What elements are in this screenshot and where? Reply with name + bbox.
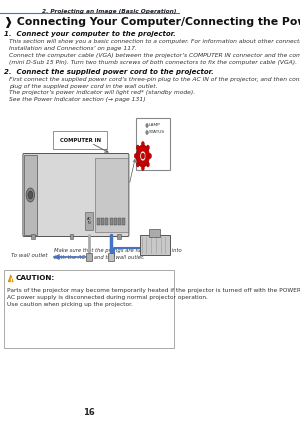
Text: !: ! [9, 277, 12, 283]
Text: CAUTION:: CAUTION: [16, 275, 55, 281]
Bar [24, 155, 37, 235]
Bar [95, 158, 128, 232]
Text: First connect the supplied power cord’s three-pin plug to the AC IN of the proje: First connect the supplied power cord’s … [9, 77, 300, 89]
Text: ❱ Connecting Your Computer/Connecting the Power Cord: ❱ Connecting Your Computer/Connecting th… [4, 17, 300, 28]
Text: 2. Projecting an Image (Basic Operation): 2. Projecting an Image (Basic Operation) [42, 9, 177, 14]
Bar [105, 218, 108, 225]
Text: Make sure that the prongs are fully inserted into
both the AC IN and the wall ou: Make sure that the prongs are fully inse… [54, 248, 181, 260]
Circle shape [146, 145, 149, 150]
Text: LAMP: LAMP [149, 123, 161, 127]
Text: AC
IN: AC IN [87, 217, 92, 225]
Circle shape [26, 188, 34, 202]
Bar [140, 235, 170, 255]
Text: STATUS: STATUS [149, 130, 165, 134]
Bar [85, 212, 94, 230]
Text: This section will show you a basic connection to a computer. For information abo: This section will show you a basic conne… [9, 39, 300, 51]
Text: See the Power Indicator section (→ page 131): See the Power Indicator section (→ page … [9, 97, 146, 102]
Text: The projector’s power indicator will light red* (standby mode).: The projector’s power indicator will lig… [9, 90, 195, 95]
Circle shape [141, 153, 145, 159]
FancyBboxPatch shape [23, 154, 129, 236]
Bar [117, 234, 121, 239]
Circle shape [140, 151, 146, 161]
Text: Connect the computer cable (VGA) between the projector’s COMPUTER IN connector a: Connect the computer cable (VGA) between… [9, 53, 300, 65]
Circle shape [28, 191, 33, 199]
Circle shape [136, 145, 139, 150]
Text: To wall outlet: To wall outlet [11, 253, 47, 258]
Bar [149, 229, 160, 237]
Bar [70, 234, 73, 239]
Text: 16: 16 [83, 408, 95, 417]
Bar [86, 253, 92, 261]
Circle shape [146, 131, 148, 135]
Text: COMPUTER IN: COMPUTER IN [60, 137, 101, 143]
Bar [4, 270, 174, 348]
Bar [101, 218, 104, 225]
Polygon shape [8, 275, 13, 282]
Circle shape [146, 124, 148, 127]
Bar [136, 118, 169, 170]
Bar [114, 218, 117, 225]
Circle shape [136, 145, 149, 167]
Bar [31, 234, 34, 239]
Circle shape [146, 162, 149, 167]
Bar [122, 218, 125, 225]
Circle shape [134, 154, 137, 159]
Circle shape [148, 154, 152, 159]
Circle shape [141, 142, 144, 146]
Text: Parts of the projector may become temporarily heated if the projector is turned : Parts of the projector may become tempor… [7, 288, 300, 307]
Bar [110, 218, 112, 225]
Text: 1.  Connect your computer to the projector.: 1. Connect your computer to the projecto… [4, 31, 176, 37]
Circle shape [136, 162, 139, 167]
Bar [118, 218, 121, 225]
Circle shape [141, 165, 144, 170]
Bar [108, 253, 114, 261]
Text: 2.  Connect the supplied power cord to the projector.: 2. Connect the supplied power cord to th… [4, 69, 214, 75]
Bar [97, 218, 100, 225]
